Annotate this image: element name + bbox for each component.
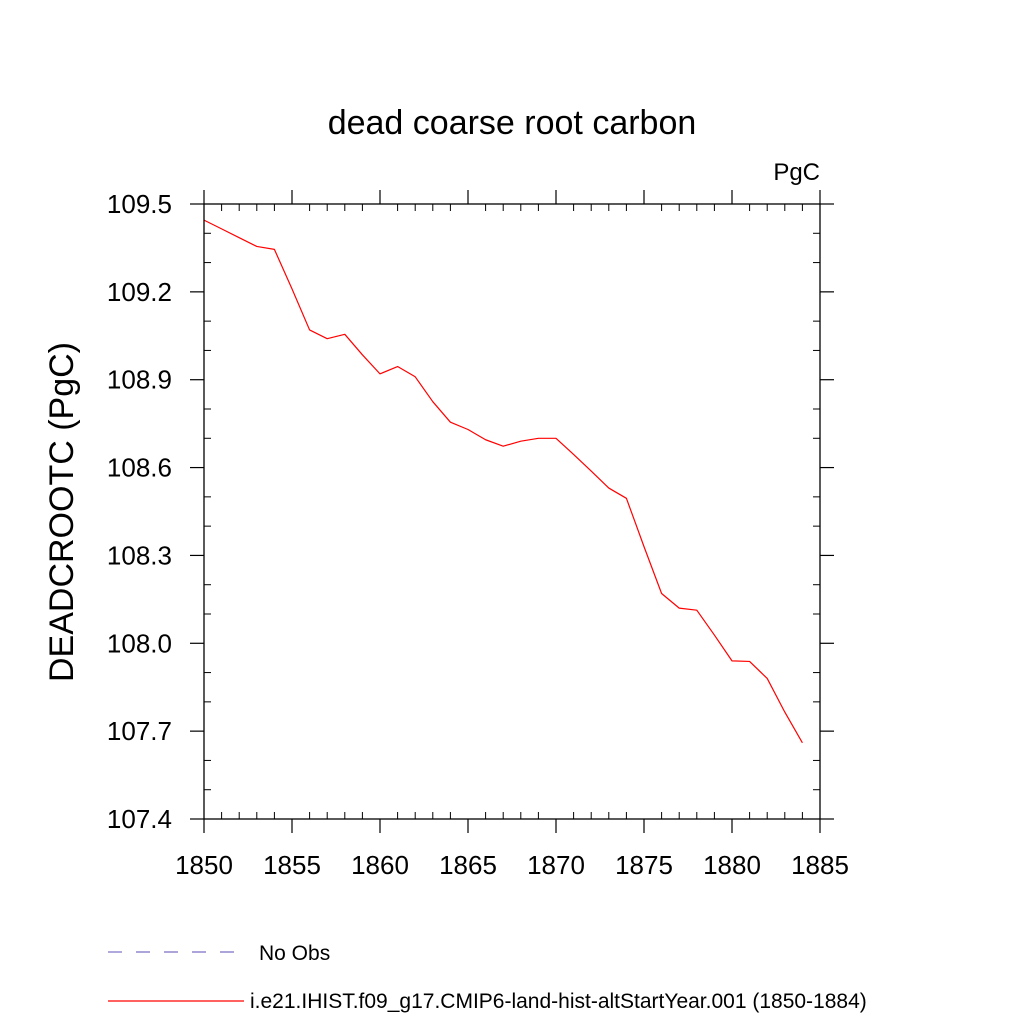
data-point — [415, 376, 416, 377]
x-tick-label: 1860 — [351, 850, 409, 880]
y-axis-label: DEADCROOTC (PgC) — [43, 342, 81, 682]
data-point — [591, 470, 592, 471]
legend: No Obs i.e21.IHIST.f09_g17.CMIP6-land-hi… — [108, 942, 867, 1013]
chart-title: dead coarse root carbon — [328, 104, 697, 142]
data-point — [714, 634, 715, 635]
y-tick-label: 108.0 — [107, 628, 172, 658]
y-tick-label: 109.2 — [107, 277, 172, 307]
series-line-0 — [203, 219, 803, 744]
data-point — [573, 454, 574, 455]
data-point — [432, 401, 433, 402]
data-point — [379, 373, 380, 374]
data-point — [450, 422, 451, 423]
data-point — [661, 593, 662, 594]
data-point — [309, 329, 310, 330]
data-point — [767, 678, 768, 679]
data-point — [327, 338, 328, 339]
data-point — [520, 441, 521, 442]
x-tick-label: 1875 — [615, 850, 673, 880]
y-tick-label: 107.7 — [107, 716, 172, 746]
plot-frame — [203, 203, 821, 820]
legend-label-model-run: i.e21.IHIST.f09_g17.CMIP6-land-hist-altS… — [250, 990, 867, 1013]
data-point — [626, 498, 627, 499]
data-point — [221, 228, 222, 229]
data-point — [679, 608, 680, 609]
data-point — [731, 660, 732, 661]
x-tick-label: 1880 — [703, 850, 761, 880]
series-lines — [203, 219, 803, 744]
y-tick-label: 107.4 — [107, 804, 172, 834]
data-point — [291, 288, 292, 289]
data-point — [538, 438, 539, 439]
data-point — [467, 429, 468, 430]
axis-tick-labels: 1850 1855 1860 1865 1870 1875 1880 1885 107.4 107… — [107, 189, 849, 880]
data-point — [503, 446, 504, 447]
x-tick-label: 1865 — [439, 850, 497, 880]
x-tick-label: 1885 — [791, 850, 849, 880]
data-point — [397, 366, 398, 367]
data-point — [784, 712, 785, 713]
x-tick-label: 1870 — [527, 850, 585, 880]
data-point — [256, 246, 257, 247]
data-point — [696, 610, 697, 611]
data-point — [802, 742, 803, 743]
x-tick-label: 1850 — [175, 850, 233, 880]
y-tick-label: 108.6 — [107, 453, 172, 483]
y-tick-label: 108.9 — [107, 365, 172, 395]
x-tick-label: 1855 — [263, 850, 321, 880]
axis-ticks — [190, 190, 834, 833]
y-tick-label: 109.5 — [107, 189, 172, 219]
data-point — [643, 546, 644, 547]
data-point — [749, 661, 750, 662]
data-point — [608, 487, 609, 488]
data-point — [362, 354, 363, 355]
data-point — [344, 334, 345, 335]
data-point — [485, 439, 486, 440]
legend-label-no-obs: No Obs — [259, 942, 330, 965]
y-tick-label: 108.3 — [107, 540, 172, 570]
units-label: PgC — [773, 159, 820, 186]
data-point — [555, 438, 556, 439]
data-point — [239, 237, 240, 238]
data-point — [274, 249, 275, 250]
